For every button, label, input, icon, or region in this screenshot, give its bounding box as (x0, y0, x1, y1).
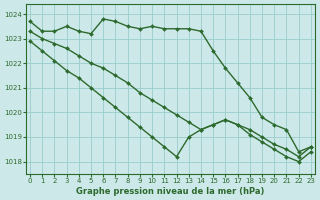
X-axis label: Graphe pression niveau de la mer (hPa): Graphe pression niveau de la mer (hPa) (76, 187, 265, 196)
